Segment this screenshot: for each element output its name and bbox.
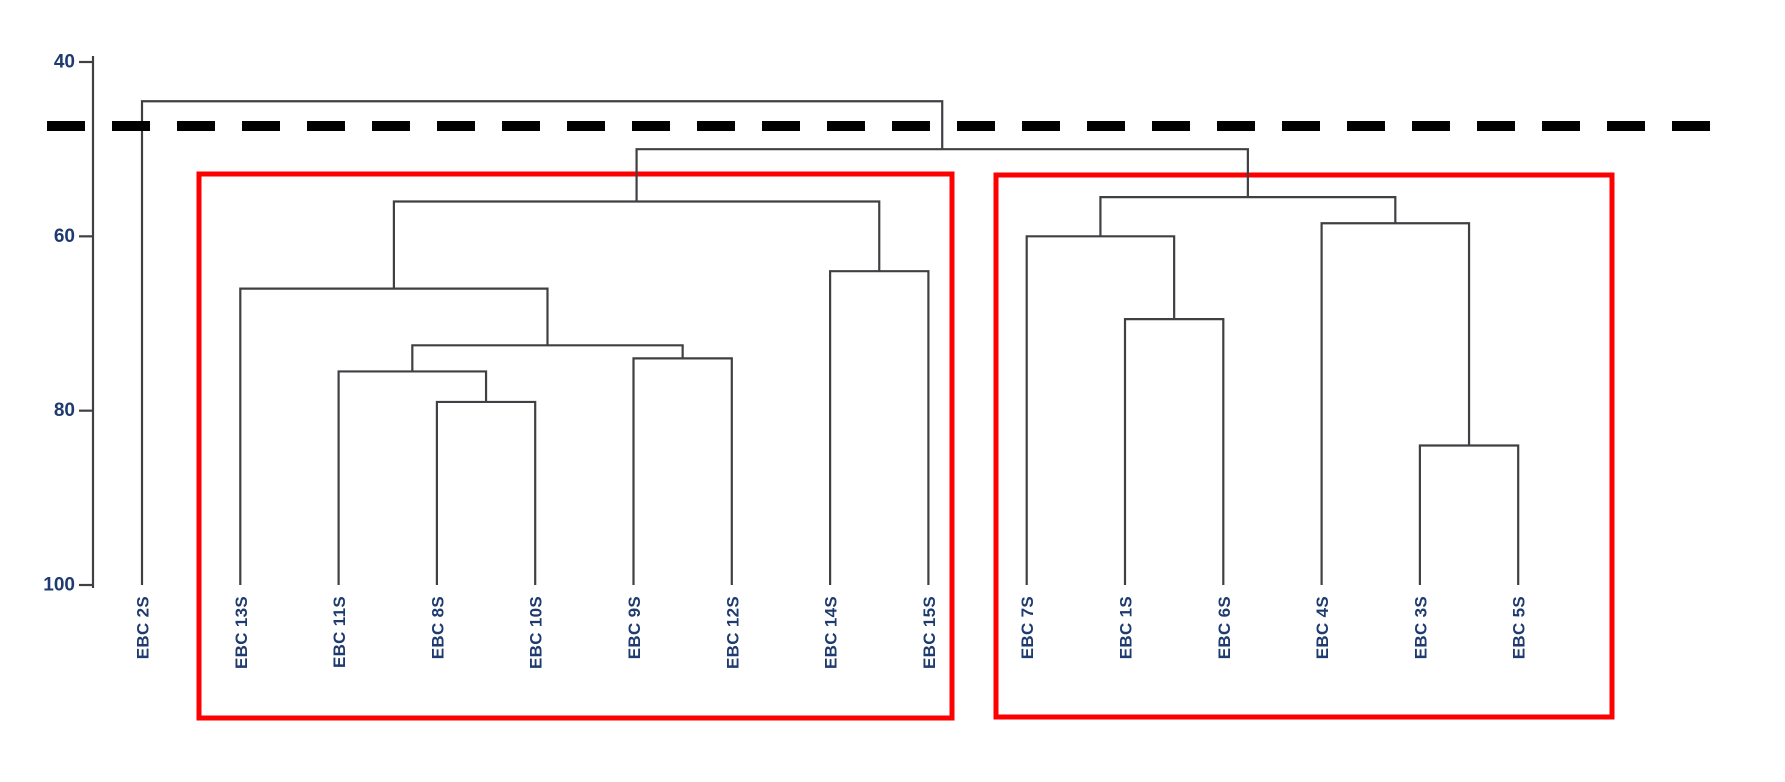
dendrogram-link-m9 <box>1025 235 1176 585</box>
dendrogram-link-m6 <box>829 270 930 585</box>
leaf-label: EBC 11S <box>330 596 349 668</box>
dendrogram-link-m8 <box>1123 318 1225 585</box>
y-axis-tick-label: 100 <box>43 575 75 596</box>
leaf-label: EBC 8S <box>428 596 447 659</box>
y-axis-tick-label: 40 <box>54 52 75 73</box>
leaf-label: EBC 6S <box>1215 596 1234 659</box>
dendrogram-link-m3 <box>632 357 733 585</box>
y-axis-tick-label: 60 <box>54 226 75 247</box>
dendrogram-link-m5 <box>239 287 549 585</box>
dendrogram-link-m14 <box>140 100 944 585</box>
leaf-label: EBC 3S <box>1411 596 1430 659</box>
dendrogram-link-m2 <box>337 370 488 585</box>
dendrogram-link-m11 <box>1320 222 1471 585</box>
leaf-label: EBC 12S <box>723 596 742 669</box>
leaf-label: EBC 9S <box>625 596 644 659</box>
leaf-label: EBC 2S <box>134 596 153 659</box>
leaf-label: EBC 5S <box>1510 596 1529 659</box>
dendrogram-link-m12 <box>1099 196 1397 237</box>
leaf-label: EBC 7S <box>1018 596 1037 659</box>
dendrogram-link-m10 <box>1418 444 1520 585</box>
leaf-label: EBC 1S <box>1117 596 1136 659</box>
cluster-2-box <box>993 172 1615 720</box>
leaf-label: EBC 4S <box>1313 596 1332 659</box>
leaf-label: EBC 10S <box>527 596 546 669</box>
dendrogram-link-m1 <box>435 400 537 585</box>
y-axis-tick-label: 80 <box>54 400 75 421</box>
cluster-1-box <box>196 171 955 721</box>
leaf-label: EBC 13S <box>232 596 251 669</box>
dendrogram-link-m7 <box>392 200 881 289</box>
leaf-label: EBC 15S <box>920 596 939 669</box>
leaf-label: EBC 14S <box>822 596 841 669</box>
dendrogram-link-m4 <box>411 344 684 372</box>
